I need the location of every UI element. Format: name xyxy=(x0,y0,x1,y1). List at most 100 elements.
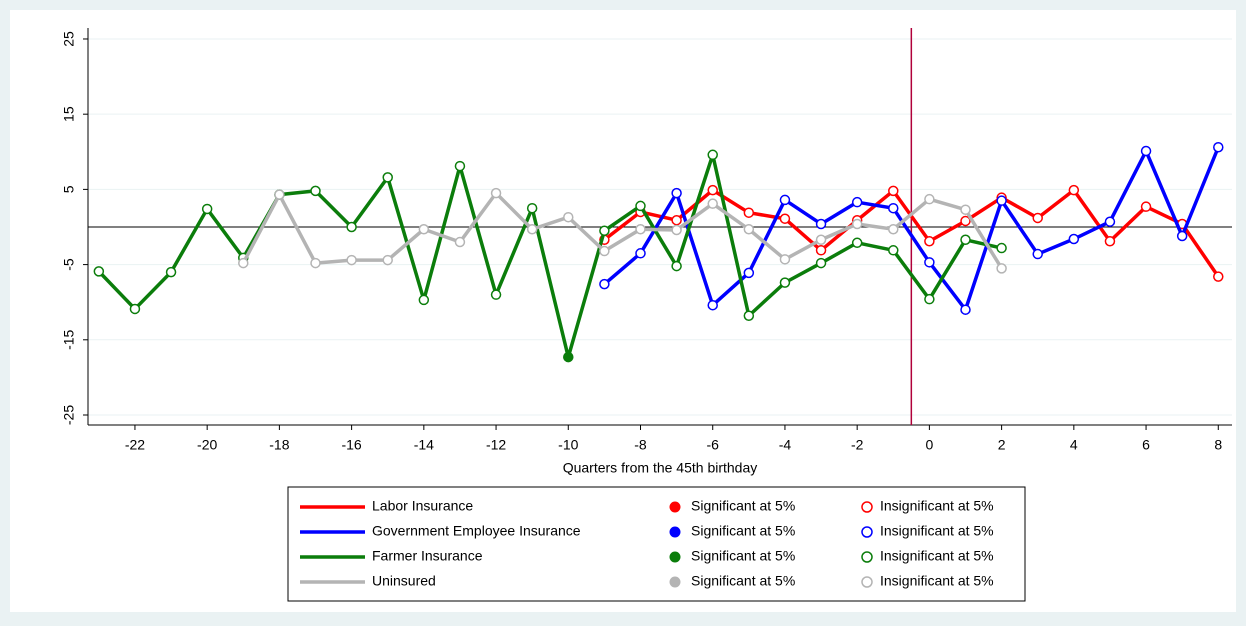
marker xyxy=(382,254,393,266)
x-axis-label: Quarters from the 45th birthday xyxy=(563,460,758,476)
legend xyxy=(287,486,1026,602)
marker xyxy=(743,223,755,235)
marker xyxy=(888,223,899,235)
marker xyxy=(815,218,827,230)
marker xyxy=(851,218,863,230)
marker xyxy=(454,160,466,172)
marker xyxy=(996,195,1007,206)
marker xyxy=(526,202,538,214)
marker xyxy=(779,213,791,224)
legend-label: Insignificant at 5% xyxy=(880,523,994,539)
marker xyxy=(960,234,971,246)
x-tick-label: -6 xyxy=(706,437,719,453)
legend-label: Significant at 5% xyxy=(691,548,795,564)
legend-label: Insignificant at 5% xyxy=(880,548,994,564)
legend-marker xyxy=(861,501,873,513)
marker xyxy=(490,187,502,199)
marker xyxy=(1176,230,1188,242)
x-tick-label: -12 xyxy=(486,437,506,453)
x-tick-label: -22 xyxy=(125,437,145,453)
marker xyxy=(310,257,321,269)
legend-label: Uninsured xyxy=(372,573,436,589)
legend-label: Labor Insurance xyxy=(372,498,473,514)
marker xyxy=(707,184,718,196)
marker xyxy=(1068,184,1080,196)
marker xyxy=(924,193,935,205)
legend-label: Insignificant at 5% xyxy=(880,498,994,514)
marker xyxy=(924,293,935,305)
legend-marker xyxy=(669,526,681,538)
legend-marker xyxy=(669,551,681,563)
marker xyxy=(563,211,574,223)
marker xyxy=(274,189,285,200)
marker xyxy=(960,204,971,215)
marker xyxy=(815,245,827,256)
series-line xyxy=(603,146,1220,312)
marker xyxy=(707,299,718,311)
y-tick-label: 25 xyxy=(61,31,77,47)
marker xyxy=(1140,201,1152,212)
marker xyxy=(93,266,105,277)
marker xyxy=(201,203,213,215)
marker xyxy=(238,257,249,269)
marker xyxy=(851,196,863,208)
marker xyxy=(310,185,321,197)
x-tick-label: -10 xyxy=(558,437,578,453)
marker xyxy=(743,207,755,218)
legend-marker xyxy=(669,501,681,513)
series-line xyxy=(97,153,1003,359)
x-tick-label: 4 xyxy=(1070,437,1078,453)
marker xyxy=(1032,248,1043,260)
y-tick-label: 5 xyxy=(61,185,77,193)
marker xyxy=(996,263,1007,274)
x-tick-label: -2 xyxy=(851,437,864,453)
marker xyxy=(599,278,610,290)
marker xyxy=(743,310,755,321)
marker xyxy=(707,149,718,161)
series-line xyxy=(241,191,1004,270)
x-tick-label: -14 xyxy=(414,437,434,453)
legend-label: Significant at 5% xyxy=(691,498,795,514)
marker xyxy=(165,266,177,278)
x-tick-label: 6 xyxy=(1142,437,1150,453)
marker xyxy=(888,185,899,197)
marker xyxy=(960,304,971,315)
y-tick-label: 15 xyxy=(61,106,77,122)
marker xyxy=(382,172,393,183)
marker xyxy=(635,200,646,212)
marker xyxy=(888,202,899,214)
marker xyxy=(671,224,682,236)
marker xyxy=(635,248,646,259)
marker xyxy=(454,236,466,248)
x-tick-label: 8 xyxy=(1214,437,1222,453)
marker xyxy=(815,257,827,269)
marker xyxy=(671,214,682,226)
marker xyxy=(1213,271,1224,282)
x-tick-label: -4 xyxy=(779,437,792,453)
marker xyxy=(888,245,899,256)
marker xyxy=(1068,233,1080,245)
marker xyxy=(1140,145,1152,157)
marker xyxy=(924,257,935,268)
marker xyxy=(707,198,718,209)
y-tick-label: -25 xyxy=(61,405,77,425)
legend-marker xyxy=(861,526,873,538)
legend-label: Significant at 5% xyxy=(691,523,795,539)
marker xyxy=(743,267,755,279)
y-tick-label: -15 xyxy=(61,329,77,349)
marker xyxy=(346,221,357,233)
marker xyxy=(526,223,538,235)
legend-marker xyxy=(669,576,681,588)
marker xyxy=(418,294,430,306)
marker xyxy=(129,303,141,315)
x-tick-label: -18 xyxy=(269,437,289,453)
x-tick-label: 0 xyxy=(925,437,933,453)
marker xyxy=(851,237,863,249)
y-tick-label: -5 xyxy=(61,258,77,271)
marker xyxy=(815,234,827,246)
marker xyxy=(490,289,502,300)
marker xyxy=(779,194,791,206)
marker xyxy=(779,277,791,288)
marker xyxy=(599,245,610,257)
